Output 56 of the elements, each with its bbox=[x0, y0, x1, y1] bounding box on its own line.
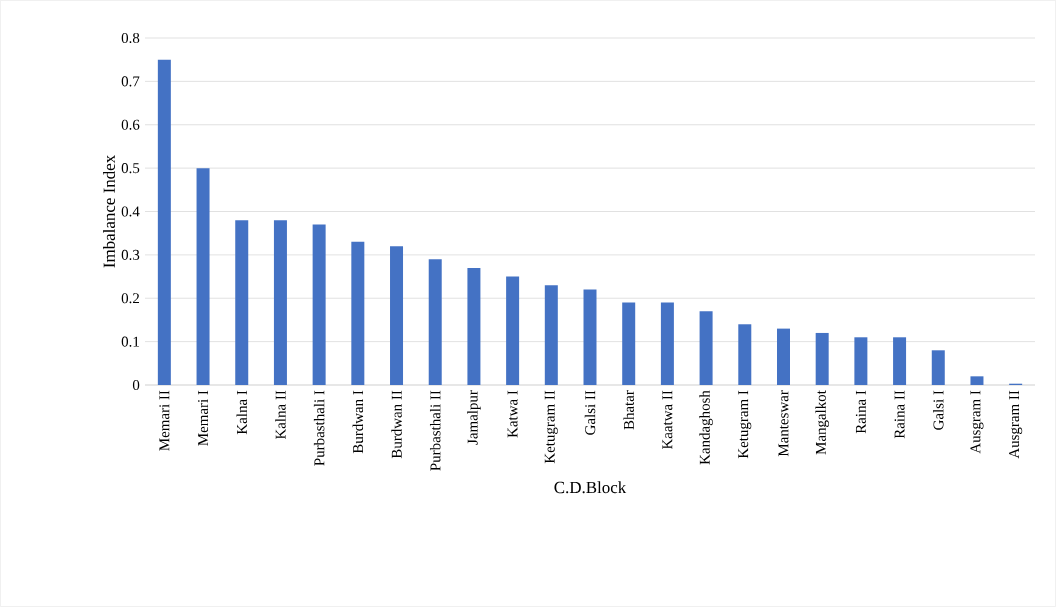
x-tick-label: Manteswar bbox=[778, 390, 789, 457]
bar bbox=[622, 302, 636, 385]
bar bbox=[390, 246, 404, 385]
bar bbox=[157, 59, 171, 385]
bar bbox=[351, 241, 365, 385]
y-tick-label: 0.1 bbox=[121, 336, 139, 347]
x-tick-label: Kalna I bbox=[236, 390, 247, 435]
bar bbox=[583, 289, 597, 385]
x-tick-label: Memari II bbox=[159, 390, 170, 451]
bar bbox=[196, 168, 210, 385]
x-tick-label: Raina I bbox=[855, 390, 866, 434]
x-tick-label: Mangalkot bbox=[815, 390, 829, 455]
x-tick-label: Purbasthali I bbox=[313, 390, 325, 466]
y-tick-label: 0.6 bbox=[121, 119, 140, 130]
x-tick-label: Galsi II bbox=[584, 390, 596, 435]
x-tick-label: Katwa I bbox=[507, 390, 518, 438]
bar bbox=[660, 302, 674, 385]
bar bbox=[467, 267, 481, 385]
y-tick-label: 0.4 bbox=[121, 206, 140, 217]
bar bbox=[815, 332, 829, 385]
x-tick-label: Kandaghosh bbox=[699, 390, 713, 465]
x-tick-label: Bhatar bbox=[623, 390, 634, 430]
bar bbox=[970, 376, 984, 385]
x-tick-label: Ausgram II bbox=[1009, 390, 1023, 459]
bar bbox=[893, 337, 907, 385]
x-tick-label: Purbasthali II bbox=[429, 390, 441, 471]
x-tick-label: Jamalpur bbox=[467, 390, 481, 445]
bar bbox=[428, 259, 442, 385]
x-tick-label: Galsi I bbox=[933, 390, 944, 430]
y-axis-title: Imbalance Index bbox=[103, 155, 115, 268]
y-tick-label: 0.7 bbox=[121, 76, 140, 87]
bar bbox=[235, 220, 249, 385]
bar bbox=[738, 324, 752, 385]
x-tick-label: Raina II bbox=[894, 390, 905, 439]
bar bbox=[776, 328, 790, 385]
y-tick-label: 0.5 bbox=[121, 163, 140, 174]
x-tick-label: Memari I bbox=[198, 390, 209, 446]
bar bbox=[273, 220, 287, 385]
x-tick-label: Ausgram I bbox=[970, 390, 984, 454]
bar bbox=[312, 224, 326, 385]
x-tick-label: Ketugram I bbox=[738, 390, 752, 459]
x-tick-label: Burdwan I bbox=[352, 390, 364, 454]
bar bbox=[544, 285, 558, 385]
bar bbox=[931, 350, 945, 385]
x-tick-label: Ketugram II bbox=[544, 390, 558, 464]
y-tick-label: 0 bbox=[132, 379, 140, 391]
x-tick-label: Kalna II bbox=[275, 390, 286, 440]
bar bbox=[699, 311, 713, 385]
x-axis-title: C.D.Block bbox=[554, 481, 627, 494]
x-tick-label: Kaatwa II bbox=[662, 390, 673, 450]
y-tick-label: 0.2 bbox=[121, 293, 139, 304]
y-tick-label: 0.3 bbox=[121, 249, 140, 260]
bar bbox=[506, 276, 520, 385]
y-tick-label: 0.8 bbox=[121, 32, 140, 44]
x-tick-label: Burdwan II bbox=[391, 390, 402, 459]
bar bbox=[854, 337, 868, 385]
